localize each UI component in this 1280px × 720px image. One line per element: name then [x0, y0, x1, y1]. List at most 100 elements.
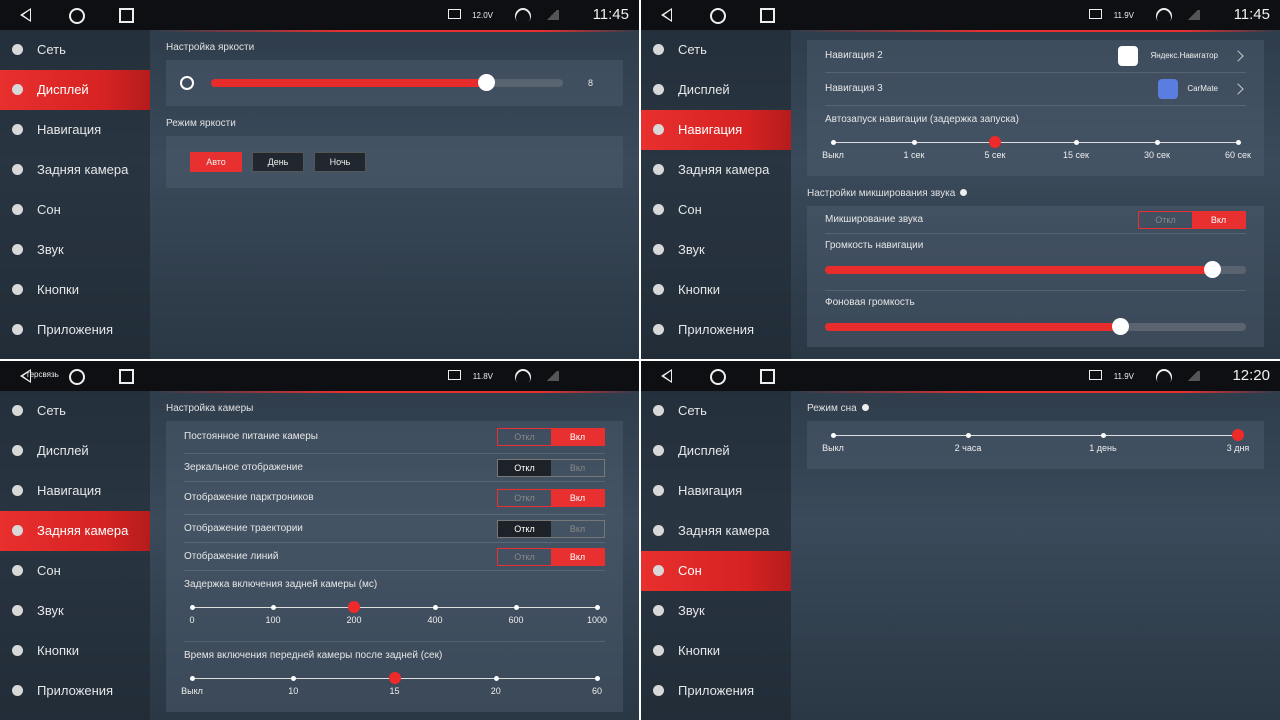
- toggle[interactable]: Откл Вкл: [1138, 210, 1246, 229]
- step-dot[interactable]: [966, 433, 971, 438]
- menu-item[interactable]: Сеть: [0, 391, 150, 431]
- toggle[interactable]: Откл Вкл: [497, 428, 605, 446]
- recent-button[interactable]: [760, 8, 775, 23]
- menu-item[interactable]: Звук: [0, 591, 150, 631]
- slider-fill: [211, 79, 486, 87]
- menu-item[interactable]: Сон: [0, 190, 150, 230]
- step-dot[interactable]: [1074, 140, 1079, 145]
- toggle-on[interactable]: Вкл: [1192, 211, 1245, 228]
- menu-item[interactable]: Кнопки: [0, 631, 150, 671]
- menu-item[interactable]: Задняя камера: [641, 150, 791, 190]
- step-dot[interactable]: [1232, 429, 1244, 441]
- toggle-on[interactable]: Вкл: [569, 462, 586, 473]
- step-dot[interactable]: [190, 676, 195, 681]
- toggle-on[interactable]: Вкл: [551, 490, 604, 506]
- menu-item[interactable]: Сон: [0, 551, 150, 591]
- menu-item[interactable]: Дисплей: [641, 431, 791, 471]
- menu-item[interactable]: Навигация: [641, 471, 791, 511]
- recent-button[interactable]: [760, 369, 775, 384]
- menu-item[interactable]: Сеть: [641, 391, 791, 431]
- slider-knob: [1111, 318, 1129, 335]
- app-icon: [1118, 46, 1138, 66]
- back-button[interactable]: [20, 8, 31, 22]
- step-dot[interactable]: [595, 676, 600, 681]
- card: Микширование звука Откл Вкл Громкость навиг…: [807, 206, 1264, 347]
- mode-button[interactable]: День: [252, 152, 304, 172]
- step-dot[interactable]: [271, 605, 276, 610]
- menu-icon: [653, 244, 664, 255]
- menu-item[interactable]: Дисплей: [641, 70, 791, 110]
- menu-item[interactable]: Сеть: [0, 30, 150, 70]
- menu-item[interactable]: Звук: [641, 591, 791, 631]
- volume-slider[interactable]: [825, 318, 1246, 335]
- menu-item[interactable]: Кнопки: [641, 631, 791, 671]
- link[interactable]: Навигация 2 Яндекс.Навигатор: [825, 40, 1246, 73]
- step-dot[interactable]: [595, 605, 600, 610]
- toggle-on[interactable]: Вкл: [551, 548, 604, 565]
- toggle-on[interactable]: Вкл: [551, 429, 604, 445]
- home-button[interactable]: [710, 369, 726, 385]
- toggle[interactable]: Откл Вкл: [497, 458, 605, 477]
- toggle[interactable]: Откл Вкл: [497, 547, 605, 566]
- home-button[interactable]: [69, 369, 85, 385]
- step-dot[interactable]: [989, 136, 1001, 148]
- menu-item[interactable]: Задняя камера: [0, 150, 150, 190]
- menu-label: Сон: [37, 202, 61, 217]
- card: Выкл 2 часа 1 день 3 дня: [807, 421, 1264, 469]
- link[interactable]: Навигация 3 CarMate: [825, 73, 1246, 106]
- volume-slider[interactable]: [825, 261, 1246, 278]
- toggle[interactable]: Откл Вкл: [497, 519, 605, 538]
- menu-item[interactable]: Приложения: [641, 310, 791, 350]
- menu-item[interactable]: Кнопки: [0, 270, 150, 310]
- step-dot[interactable]: [388, 672, 401, 684]
- menu-item[interactable]: Дисплей: [0, 70, 150, 110]
- menu-item[interactable]: Приложения: [0, 310, 150, 350]
- back-button[interactable]: [20, 369, 31, 383]
- mode-button[interactable]: Ночь: [314, 152, 366, 172]
- menu-item[interactable]: Дисплей: [0, 431, 150, 471]
- step-dot[interactable]: [493, 676, 499, 681]
- toggle-off[interactable]: Откл: [514, 551, 535, 562]
- toggle-off[interactable]: Откл: [498, 459, 551, 476]
- step-dot[interactable]: [190, 605, 195, 610]
- step-dot[interactable]: [831, 433, 836, 438]
- menu-item[interactable]: Кнопки: [641, 270, 791, 310]
- step-dot[interactable]: [1155, 140, 1160, 145]
- mode-button[interactable]: Авто: [190, 152, 242, 172]
- menu-item[interactable]: Навигация: [0, 471, 150, 511]
- menu-item[interactable]: Задняя камера: [0, 511, 150, 551]
- step-dot[interactable]: [1236, 140, 1241, 145]
- toggle-on[interactable]: Вкл: [569, 523, 586, 534]
- step-dot[interactable]: [1101, 433, 1106, 438]
- home-button[interactable]: [69, 8, 85, 24]
- home-button[interactable]: [710, 8, 726, 24]
- step-dot[interactable]: [831, 140, 836, 145]
- menu-item[interactable]: Сон: [641, 551, 791, 591]
- menu-item[interactable]: Приложения: [0, 671, 150, 711]
- toggle-off[interactable]: Откл: [514, 432, 535, 442]
- toggle[interactable]: Откл Вкл: [497, 489, 605, 507]
- step-dot[interactable]: [433, 605, 438, 610]
- back-button[interactable]: [661, 8, 672, 22]
- step-dot[interactable]: [514, 605, 519, 610]
- toggle-off[interactable]: Откл: [514, 493, 535, 503]
- back-button[interactable]: [661, 369, 672, 383]
- step-dot[interactable]: [348, 601, 360, 613]
- menu-item[interactable]: Навигация: [0, 110, 150, 150]
- toggle-off[interactable]: Откл: [498, 520, 551, 537]
- step-dot[interactable]: [912, 140, 917, 145]
- step-dot[interactable]: [291, 676, 297, 681]
- voltage: 11.9V: [1113, 372, 1134, 381]
- menu-item[interactable]: Сон: [641, 190, 791, 230]
- recent-button[interactable]: [119, 369, 134, 384]
- menu-item[interactable]: Задняя камера: [641, 511, 791, 551]
- menu-item[interactable]: Сеть: [641, 30, 791, 70]
- menu-item[interactable]: Приложения: [641, 671, 791, 711]
- toggle-off[interactable]: Откл: [1155, 214, 1176, 225]
- menu-item[interactable]: Звук: [0, 230, 150, 270]
- brightness-slider[interactable]: [211, 74, 563, 91]
- menu-item[interactable]: Звук: [641, 230, 791, 270]
- recent-button[interactable]: [119, 8, 134, 23]
- slider-label: Громкость навигации: [825, 240, 924, 251]
- menu-item[interactable]: Навигация: [641, 110, 791, 150]
